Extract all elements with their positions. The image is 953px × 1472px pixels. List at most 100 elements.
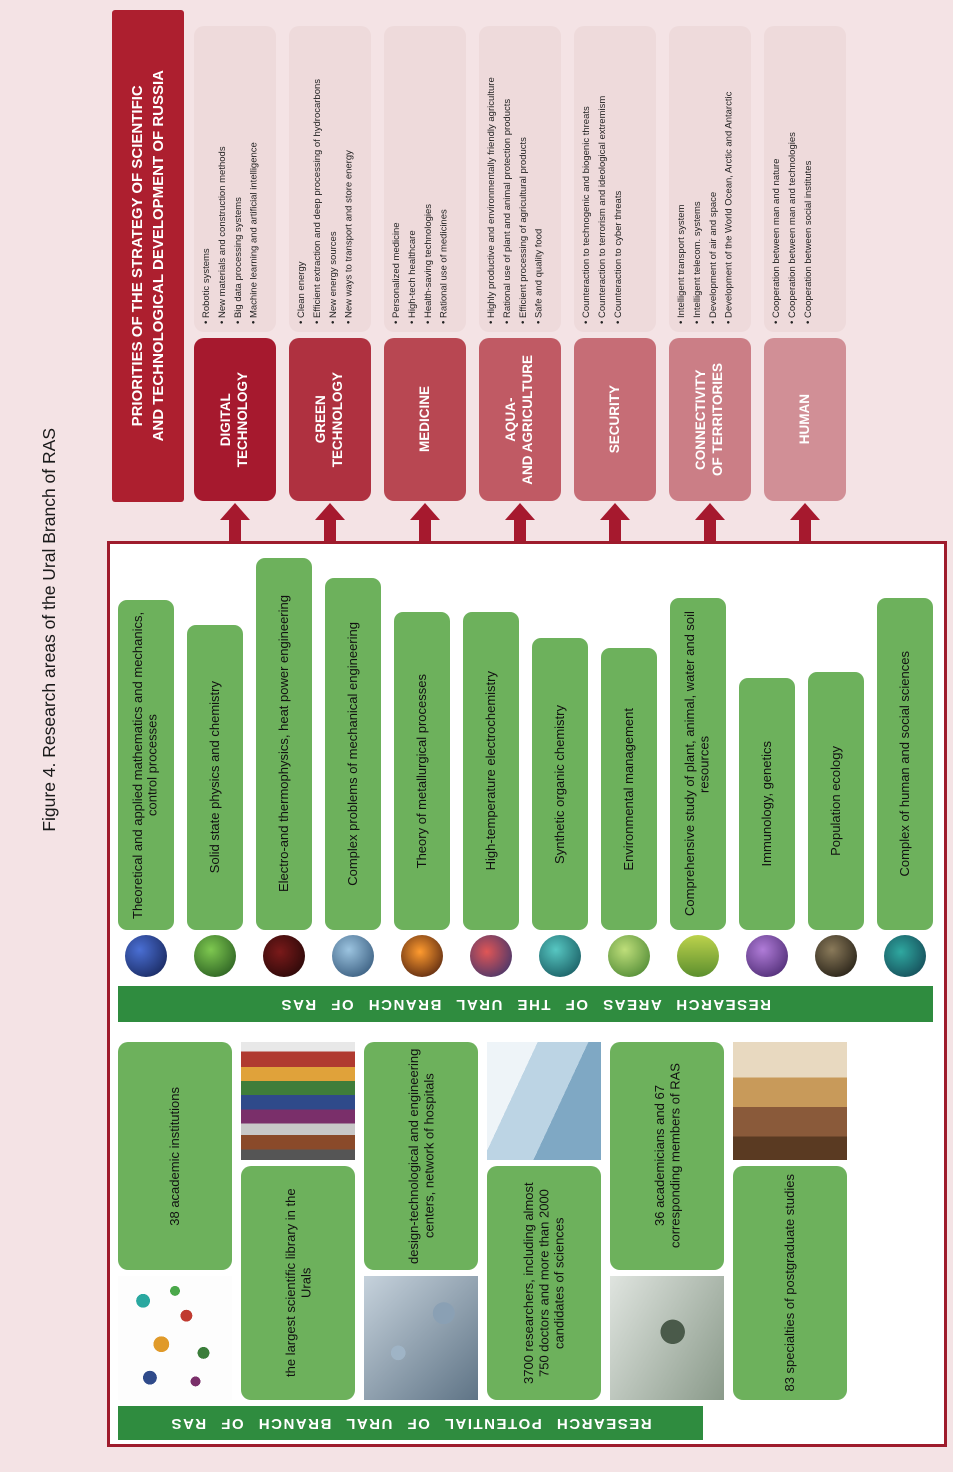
research-area-label: Environmental management xyxy=(620,707,636,871)
research-area-label: Complex of human and social sciences xyxy=(896,651,912,877)
priority-bullet-box: Personalized medicine High-tech healthca… xyxy=(384,26,466,332)
potential-label: the largest scientific library in the Ur… xyxy=(282,1188,313,1378)
research-area-bar: Population ecology xyxy=(808,672,864,930)
books-and-glasses-image xyxy=(733,1042,847,1160)
potential-box-academicians: 36 academicians and 67 corresponding mem… xyxy=(610,1042,724,1270)
priority-bullet-box: Highly productive and environmentally fr… xyxy=(479,26,561,332)
up-arrow-icon xyxy=(410,503,440,541)
field-landscape-photo xyxy=(677,935,719,977)
bullet-item: Counteraction to technogenic and biogeni… xyxy=(581,34,593,324)
research-area-bar: Theoretical and applied mathematics and … xyxy=(118,600,174,930)
book-spines-image xyxy=(241,1042,355,1160)
research-area-bar: Environmental management xyxy=(601,648,657,930)
priorities-title-bar: PRIORITIES OF THE STRATEGY OF SCIENTIFIC… xyxy=(112,10,184,502)
potential-label: 83 specialties of postgraduate studies xyxy=(782,1174,798,1392)
bullet-item: Personalized medicine xyxy=(391,34,403,324)
bullet-item: Development of air and space xyxy=(708,34,720,324)
potential-label: 38 academic institutions xyxy=(167,1086,183,1226)
figure-caption-label: Figure 4. Research areas of the Ural Bra… xyxy=(38,428,59,832)
priority-column-medicine: Personalized medicine High-tech healthca… xyxy=(384,0,466,541)
bullet-item: New energy sources xyxy=(328,34,340,324)
bullet-item: Efficient extraction and deep processing… xyxy=(312,34,324,324)
priority-bullet-box: Clean energy Efficient extraction and de… xyxy=(289,26,371,332)
research-area-label: Comprehensive study of plant, animal, wa… xyxy=(682,611,712,917)
bullet-item: Cooperation between man and technologies xyxy=(787,34,799,324)
priority-column-human: Cooperation between man and nature Coope… xyxy=(764,0,846,541)
research-potential-band: RESEARCH POTENTIAL OF URAL BRANCH OF RAS xyxy=(118,1406,703,1440)
priority-category-box: CONNECTIVITY OF TERRITORIES xyxy=(669,338,751,501)
priority-category-label: MEDICINE xyxy=(416,386,432,453)
bullet-item: Health-saving technologies xyxy=(423,34,435,324)
research-areas-band: RESEARCH AREAS OF THE URAL BRANCH OF RAS xyxy=(118,986,933,1022)
priority-bullet-box: Robotic systems New materials and constr… xyxy=(194,26,276,332)
research-area-bar: Theory of metallurgical processes xyxy=(394,612,450,930)
research-area-bar: Comprehensive study of plant, animal, wa… xyxy=(670,598,726,930)
research-area-bar: Immunology, genetics xyxy=(739,678,795,930)
bullet-item: Counteraction to cyber threats xyxy=(613,34,625,324)
priority-bullet-box: Counteraction to technogenic and biogeni… xyxy=(574,26,656,332)
microscope-image xyxy=(610,1276,724,1400)
bullet-item: Intelligent transport system xyxy=(676,34,688,324)
bullet-item: Cooperation between man and nature xyxy=(771,34,783,324)
research-area-bar: Complex problems of mechanical engineeri… xyxy=(325,578,381,930)
research-area-label: Theory of metallurgical processes xyxy=(413,673,429,869)
priority-column-security: Counteraction to technogenic and biogeni… xyxy=(574,0,656,541)
bullet-item: Highly productive and environmentally fr… xyxy=(486,34,498,324)
up-arrow-icon xyxy=(695,503,725,541)
up-arrow-icon xyxy=(220,503,250,541)
research-area-label: Electro-and thermophysics, heat power en… xyxy=(275,595,291,893)
green-plants-photo xyxy=(608,935,650,977)
molten-metal-photo xyxy=(401,935,443,977)
priority-bullet-box: Intelligent transport system Intelligent… xyxy=(669,26,751,332)
bullet-item: Intelligent telecom. systems xyxy=(692,34,704,324)
bullet-item: Cooperation between social institutes xyxy=(803,34,815,324)
priority-category-label: GREEN TECHNOLOGY xyxy=(313,371,345,468)
priorities-title-label: PRIORITIES OF THE STRATEGY OF SCIENTIFIC… xyxy=(129,70,167,442)
bullet-item: Machine learning and artificial intellig… xyxy=(249,34,261,324)
priority-category-box: DIGITAL TECHNOLOGY xyxy=(194,338,276,501)
research-area-bar: High-temperature electrochemistry xyxy=(463,612,519,930)
bullet-item: Clean energy xyxy=(296,34,308,324)
bullet-item: New materials and construction methods xyxy=(217,34,229,324)
priority-category-label: HUMAN xyxy=(796,394,812,445)
research-area-label: Population ecology xyxy=(827,746,843,856)
bullet-item: Big data processing systems xyxy=(233,34,245,324)
priority-column-digital: Robotic systems New materials and constr… xyxy=(194,0,276,541)
teal-molecules-photo xyxy=(539,935,581,977)
priority-category-label: AQUA- AND AGRICULTURE xyxy=(503,354,535,485)
research-area-label: Theoretical and applied mathematics and … xyxy=(130,611,160,919)
research-area-label: Complex problems of mechanical engineeri… xyxy=(344,622,360,886)
research-area-label: High-temperature electrochemistry xyxy=(482,671,498,871)
priority-column-green: Clean energy Efficient extraction and de… xyxy=(289,0,371,541)
green-nanospheres-photo xyxy=(194,935,236,977)
research-potential-band-label: RESEARCH POTENTIAL OF URAL BRANCH OF RAS xyxy=(169,1414,652,1432)
research-area-label: Solid state physics and chemistry xyxy=(206,681,222,874)
research-area-bar: Solid state physics and chemistry xyxy=(187,625,243,930)
priority-category-label: CONNECTIVITY OF TERRITORIES xyxy=(693,362,725,476)
priority-category-label: DIGITAL TECHNOLOGY xyxy=(218,371,250,468)
potential-label: 3700 researchers, including almost 750 d… xyxy=(521,1182,567,1384)
potential-box-postgraduate: 83 specialties of postgraduate studies xyxy=(733,1166,847,1400)
purple-dna-photo xyxy=(746,935,788,977)
research-area-bar: Electro-and thermophysics, heat power en… xyxy=(256,558,312,930)
research-area-bar: Complex of human and social sciences xyxy=(877,598,933,930)
bullet-item: Safe and quality food xyxy=(534,34,546,324)
up-arrow-icon xyxy=(505,503,535,541)
bullet-item: Robotic systems xyxy=(201,34,213,324)
priority-column-agriculture: Highly productive and environmentally fr… xyxy=(479,0,561,541)
bullet-item: High-tech healthcare xyxy=(407,34,419,324)
research-area-label: Synthetic organic chemistry xyxy=(551,704,567,864)
priority-category-box: MEDICINE xyxy=(384,338,466,501)
up-arrow-icon xyxy=(315,503,345,541)
blue-molecular-network-photo xyxy=(125,935,167,977)
priority-category-box: AQUA- AND AGRICULTURE xyxy=(479,338,561,501)
heat-filaments-photo xyxy=(263,935,305,977)
engineering-drawing-image xyxy=(364,1276,478,1400)
potential-box-centers: design-technological and engineering cen… xyxy=(364,1042,478,1270)
potential-box-library: the largest scientific library in the Ur… xyxy=(241,1166,355,1400)
bullet-item: Rational use of plant and animal protect… xyxy=(502,34,514,324)
up-arrow-icon xyxy=(790,503,820,541)
up-arrow-icon xyxy=(600,503,630,541)
teal-books-photo xyxy=(884,935,926,977)
